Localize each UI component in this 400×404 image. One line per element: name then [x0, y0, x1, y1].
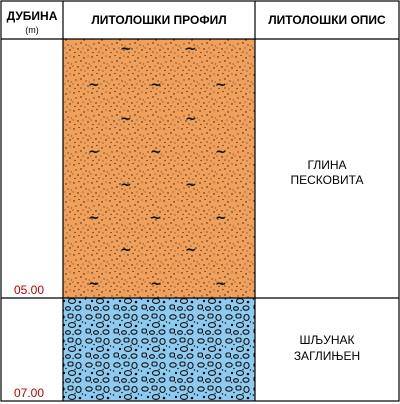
svg-text:~: ~ [120, 41, 132, 57]
svg-text:~: ~ [120, 242, 132, 258]
svg-text:~: ~ [215, 77, 227, 93]
sandy-clay-layer-fill [63, 39, 255, 298]
profile-header: ЛИТОЛОШКИ ПРОФИЛ [91, 13, 226, 27]
svg-text:~: ~ [150, 77, 162, 93]
svg-text:~: ~ [88, 77, 100, 93]
layer-1-bottom-depth: 05.00 [14, 283, 44, 297]
svg-text:~: ~ [150, 210, 162, 226]
description-header: ЛИТОЛОШКИ ОПИС [268, 13, 386, 27]
svg-text:~: ~ [88, 144, 100, 160]
gravel-layer-fill [63, 298, 255, 401]
svg-text:~: ~ [185, 177, 197, 193]
svg-text:~: ~ [185, 41, 197, 57]
svg-text:~: ~ [120, 111, 132, 127]
layer-1-description-line2: ПЕСКОВИТА [290, 173, 363, 187]
layer-2-description-line2: ЗАГЛИЊЕН [294, 349, 360, 363]
depth-unit: (m) [25, 25, 39, 35]
svg-text:~: ~ [215, 144, 227, 160]
layer-1-description-line1: ГЛИНА [308, 158, 347, 172]
svg-text:~: ~ [88, 276, 100, 292]
depth-header: ДУБИНА [7, 9, 58, 23]
svg-text:~: ~ [215, 210, 227, 226]
svg-text:~: ~ [185, 242, 197, 258]
clay-symbols: ~ ~ ~ ~ ~ ~ ~ ~ ~ ~ ~ ~ ~ ~ ~ ~ ~ ~ ~ ~ [88, 41, 227, 292]
svg-text:~: ~ [120, 177, 132, 193]
svg-text:~: ~ [88, 210, 100, 226]
svg-text:~: ~ [215, 276, 227, 292]
layer-2-bottom-depth: 07.00 [14, 386, 44, 400]
svg-text:~: ~ [150, 144, 162, 160]
svg-text:~: ~ [185, 111, 197, 127]
layer-2-description-line1: ШЉУНАК [300, 333, 355, 347]
svg-text:~: ~ [150, 276, 162, 292]
